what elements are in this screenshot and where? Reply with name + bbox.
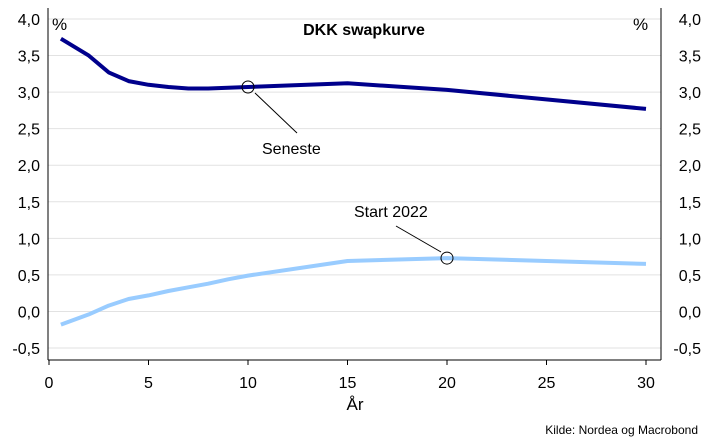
annotation-label: Seneste — [262, 141, 321, 158]
source-note: Kilde: Nordea og Macrobond — [545, 423, 698, 437]
x-axis-label: År — [347, 395, 364, 414]
y-axis-left-ticks: -0,5 0,0 0,5 1,0 1,5 2,0 2,5 3,0 3,5 4,0 — [12, 12, 40, 358]
axes — [47, 8, 662, 361]
y-tick-label-left: 1,0 — [18, 231, 40, 248]
series-lines — [59, 36, 647, 327]
y-tick-label-left: -0,5 — [12, 341, 40, 358]
series-line-seneste — [59, 36, 647, 111]
y-tick-label-right: 3,5 — [679, 49, 701, 66]
gridlines — [48, 18, 661, 349]
x-tick-label: 0 — [45, 375, 54, 392]
x-tick-label: 25 — [538, 375, 556, 392]
series-line-start-2022 — [60, 256, 647, 327]
chart-title: DKK swapkurve — [303, 22, 425, 39]
y-tick-label-right: 0,0 — [679, 304, 701, 321]
y-unit-right: % — [633, 15, 648, 34]
y-tick-label-left: 0,0 — [18, 304, 40, 321]
annotation-marker — [440, 251, 454, 265]
x-axis-ticks: 0 5 10 15 20 25 30 — [45, 360, 655, 392]
annotations: Seneste Start 2022 — [241, 80, 454, 265]
y-tick-label-right: 0,5 — [679, 268, 701, 285]
y-axis-right-ticks: -0,5 0,0 0,5 1,0 1,5 2,0 2,5 3,0 3,5 4,0 — [673, 12, 701, 358]
annotation-label: Start 2022 — [354, 204, 428, 221]
x-tick-label: 5 — [144, 375, 153, 392]
y-tick-label-left: 3,0 — [18, 85, 40, 102]
y-tick-label-right: 4,0 — [679, 12, 701, 29]
y-tick-label-right: 1,0 — [679, 231, 701, 248]
annotation-leader — [254, 92, 298, 134]
y-tick-label-right: 2,5 — [679, 122, 701, 139]
y-tick-label-right: 3,0 — [679, 85, 701, 102]
x-tick-label: 30 — [637, 375, 655, 392]
x-tick-label: 15 — [339, 375, 357, 392]
y-tick-label-left: 0,5 — [18, 268, 40, 285]
y-tick-label-right: -0,5 — [673, 341, 701, 358]
y-tick-label-right: 2,0 — [679, 158, 701, 175]
x-tick-label: 10 — [239, 375, 257, 392]
annotation-marker — [241, 80, 255, 94]
y-unit-left: % — [52, 15, 67, 34]
y-tick-label-left: 3,5 — [18, 49, 40, 66]
y-tick-label-left: 1,5 — [18, 195, 40, 212]
annotation-leader — [395, 225, 442, 253]
x-tick-label: 20 — [438, 375, 456, 392]
y-tick-label-left: 2,5 — [18, 122, 40, 139]
y-tick-label-left: 2,0 — [18, 158, 40, 175]
y-tick-label-right: 1,5 — [679, 195, 701, 212]
y-tick-label-left: 4,0 — [18, 12, 40, 29]
